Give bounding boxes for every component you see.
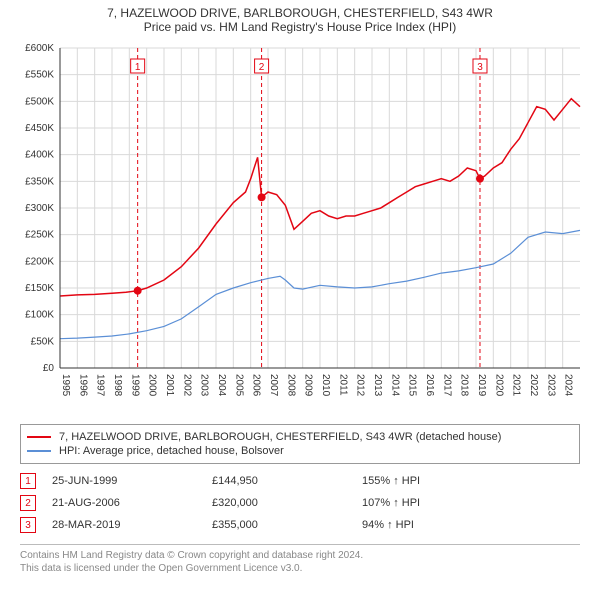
sale-pct: 94% ↑ HPI <box>362 519 512 531</box>
svg-text:2022: 2022 <box>528 374 539 397</box>
svg-text:2004: 2004 <box>216 374 227 397</box>
footer-line-1: Contains HM Land Registry data © Crown c… <box>20 549 580 562</box>
sale-badge-3: 3 <box>20 517 36 533</box>
svg-text:2017: 2017 <box>441 374 452 397</box>
table-row: 3 28-MAR-2019 £355,000 94% ↑ HPI <box>20 514 580 536</box>
svg-text:1999: 1999 <box>129 374 140 397</box>
page-subtitle: Price paid vs. HM Land Registry's House … <box>0 20 600 38</box>
svg-text:2024: 2024 <box>563 374 574 397</box>
legend-swatch-0 <box>27 436 51 438</box>
svg-text:1995: 1995 <box>60 374 71 397</box>
svg-text:1: 1 <box>135 62 141 73</box>
svg-text:1998: 1998 <box>112 374 123 397</box>
sale-badge-2: 2 <box>20 495 36 511</box>
legend-label-0: 7, HAZELWOOD DRIVE, BARLBOROUGH, CHESTER… <box>59 431 501 443</box>
svg-text:£600K: £600K <box>25 43 54 54</box>
svg-text:£150K: £150K <box>25 283 54 294</box>
svg-text:2001: 2001 <box>164 374 175 397</box>
svg-text:2015: 2015 <box>407 374 418 397</box>
svg-text:2023: 2023 <box>545 374 556 397</box>
svg-text:2000: 2000 <box>147 374 158 397</box>
sale-pct: 107% ↑ HPI <box>362 497 512 509</box>
svg-text:2007: 2007 <box>268 374 279 397</box>
svg-text:2003: 2003 <box>199 374 210 397</box>
legend-label-1: HPI: Average price, detached house, Bols… <box>59 445 284 457</box>
svg-text:£0: £0 <box>43 363 55 374</box>
svg-text:2020: 2020 <box>493 374 504 397</box>
sale-badge-1: 1 <box>20 473 36 489</box>
legend-item: HPI: Average price, detached house, Bols… <box>27 445 573 457</box>
svg-text:£50K: £50K <box>31 336 55 347</box>
svg-text:£550K: £550K <box>25 70 54 81</box>
table-row: 1 25-JUN-1999 £144,950 155% ↑ HPI <box>20 470 580 492</box>
svg-text:£200K: £200K <box>25 256 54 267</box>
svg-text:£400K: £400K <box>25 150 54 161</box>
sale-price: £320,000 <box>212 497 362 509</box>
svg-text:2009: 2009 <box>303 374 314 397</box>
svg-text:2011: 2011 <box>337 374 348 396</box>
sale-price: £355,000 <box>212 519 362 531</box>
sale-pct: 155% ↑ HPI <box>362 475 512 487</box>
sales-table: 1 25-JUN-1999 £144,950 155% ↑ HPI 2 21-A… <box>20 470 580 536</box>
price-chart: £0 £50K £100K £150K £200K £250K £300K £350K £400… <box>10 38 590 418</box>
svg-text:2014: 2014 <box>389 374 400 397</box>
sale-date: 21-AUG-2006 <box>52 497 212 509</box>
svg-text:£350K: £350K <box>25 176 54 187</box>
svg-text:2010: 2010 <box>320 374 331 397</box>
svg-text:£300K: £300K <box>25 203 54 214</box>
sale-date: 28-MAR-2019 <box>52 519 212 531</box>
svg-text:1996: 1996 <box>77 374 88 397</box>
svg-text:2008: 2008 <box>285 374 296 397</box>
table-row: 2 21-AUG-2006 £320,000 107% ↑ HPI <box>20 492 580 514</box>
svg-text:2002: 2002 <box>181 374 192 397</box>
svg-text:£450K: £450K <box>25 123 54 134</box>
footer-line-2: This data is licensed under the Open Gov… <box>20 562 580 575</box>
svg-text:3: 3 <box>477 62 483 73</box>
svg-text:2018: 2018 <box>459 374 470 397</box>
legend-swatch-1 <box>27 450 51 452</box>
svg-text:2013: 2013 <box>372 374 383 397</box>
svg-text:2005: 2005 <box>233 374 244 397</box>
svg-text:2019: 2019 <box>476 374 487 397</box>
svg-text:2: 2 <box>259 62 265 73</box>
svg-text:£100K: £100K <box>25 310 54 321</box>
legend-item: 7, HAZELWOOD DRIVE, BARLBOROUGH, CHESTER… <box>27 431 573 443</box>
page-title: 7, HAZELWOOD DRIVE, BARLBOROUGH, CHESTER… <box>0 0 600 20</box>
svg-text:£250K: £250K <box>25 230 54 241</box>
svg-text:2021: 2021 <box>511 374 522 397</box>
legend: 7, HAZELWOOD DRIVE, BARLBOROUGH, CHESTER… <box>20 424 580 464</box>
svg-text:2016: 2016 <box>424 374 435 397</box>
sale-date: 25-JUN-1999 <box>52 475 212 487</box>
chart-area: £0 £50K £100K £150K £200K £250K £300K £350K £400… <box>10 38 590 418</box>
svg-text:1997: 1997 <box>95 374 106 397</box>
svg-text:2006: 2006 <box>251 374 262 397</box>
svg-text:2012: 2012 <box>355 374 366 397</box>
sale-price: £144,950 <box>212 475 362 487</box>
footer: Contains HM Land Registry data © Crown c… <box>20 544 580 575</box>
svg-text:£500K: £500K <box>25 96 54 107</box>
